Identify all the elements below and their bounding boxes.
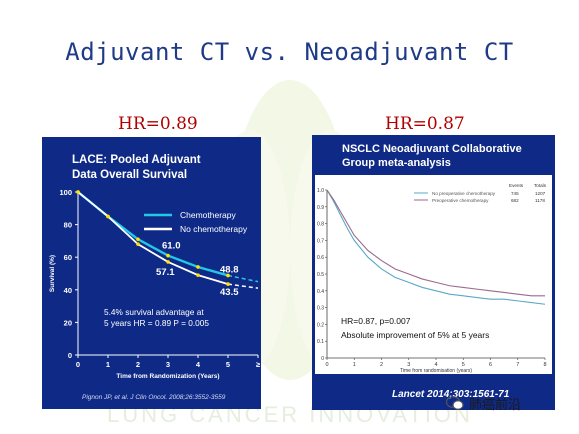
lace-y-tick-label: 80 xyxy=(64,221,72,230)
meta-y-tick-label: 0.1 xyxy=(317,339,324,345)
nsclc-chart-panel: NSCLC Neoadjuvant Collaborative Group me… xyxy=(312,135,555,410)
meta-plot-area xyxy=(315,175,552,374)
lace-series-line-1 xyxy=(77,191,229,285)
wechat-icon xyxy=(446,396,464,410)
legend-label-no-preop: No preoperative chemotherapy xyxy=(432,191,496,196)
wechat-account-badge: 肺癌前沿 xyxy=(446,394,521,413)
lace-y-tick-label: 0 xyxy=(68,351,72,360)
lace-y-tick-label: 100 xyxy=(59,188,72,197)
legend-label-preop: Preoperative chemotherapy xyxy=(432,198,489,203)
lace-data-labels: 61.0 57.1 48.8 43.5 xyxy=(156,241,239,299)
meta-citation: Lancet 2014;303:1561-71 xyxy=(392,389,510,400)
lace-citation: Pignon JP, et al. J Clin Oncol. 2008;26:… xyxy=(82,394,226,401)
meta-y-tick-label: 0 xyxy=(321,356,324,362)
meta-x-axis-title: Time from randomisation (years) xyxy=(400,368,472,374)
legend-events-no-preop: 745 xyxy=(511,191,519,196)
lace-data-label: 61.0 xyxy=(162,241,181,252)
lace-series-tail-0 xyxy=(227,274,259,283)
lace-data-point xyxy=(226,273,230,278)
lace-x-tick-label: 4 xyxy=(196,360,201,369)
lace-data-label: 57.1 xyxy=(156,267,175,278)
lace-series-tail-1 xyxy=(227,283,259,289)
meta-y-tick-label: 0.9 xyxy=(317,205,324,211)
meta-title-line1: NSCLC Neoadjuvant Collaborative xyxy=(342,143,522,155)
lace-y-axis-title: Survival (%) xyxy=(49,255,56,292)
meta-series-lines xyxy=(326,189,546,305)
meta-y-tick-label: 0.2 xyxy=(317,322,324,328)
meta-annotation-line1: HR=0.87, p=0.007 xyxy=(341,316,411,326)
meta-x-tick-label: 3 xyxy=(407,362,410,368)
meta-x-tick-label: 4 xyxy=(434,362,437,368)
meta-y-tick-label: 0.5 xyxy=(317,272,324,278)
legend-header-totals: Totals xyxy=(534,183,547,188)
nsclc-survival-chart: NSCLC Neoadjuvant Collaborative Group me… xyxy=(315,143,552,400)
legend-events-preop: 682 xyxy=(511,198,519,203)
lace-series-lines xyxy=(76,190,259,289)
lace-annotation-line1: 5.4% survival advantage at xyxy=(104,307,204,317)
lace-data-label: 43.5 xyxy=(220,287,239,298)
lace-data-point xyxy=(166,260,170,264)
lace-survival-chart: LACE: Pooled Adjuvant Data Overall Survi… xyxy=(49,154,260,401)
meta-x-tick-label: 0 xyxy=(325,362,328,368)
left-hr-label: HR=0.89 xyxy=(118,114,198,134)
lace-legend: Chemotherapy No chemotherapy xyxy=(144,210,248,234)
meta-x-tick-label: 2 xyxy=(380,362,383,368)
lace-title-line2: Data Overall Survival xyxy=(72,169,187,181)
meta-series-line-0 xyxy=(326,189,546,305)
legend-totals-preop: 1178 xyxy=(535,198,545,203)
meta-x-tick-label: 7 xyxy=(516,362,519,368)
lace-x-tick-label: 5 xyxy=(226,360,230,369)
lace-x-axis-title: Time from Randomization (Years) xyxy=(116,373,219,380)
wechat-account-name: 肺癌前沿 xyxy=(469,398,522,413)
lace-x-tick-label: ≥ xyxy=(256,360,260,369)
lace-annotation-line2: 5 years HR = 0.89 P = 0.005 xyxy=(104,318,209,328)
meta-title-line2: Group meta-analysis xyxy=(342,157,451,169)
lace-y-tick-label: 20 xyxy=(64,318,72,327)
meta-y-tick-label: 0.8 xyxy=(317,222,324,228)
lace-data-point xyxy=(76,190,80,194)
right-hr-label: HR=0.87 xyxy=(385,114,465,134)
meta-x-tick-label: 5 xyxy=(462,362,465,368)
lace-axes: 0 20 40 60 80 100 0 1 2 3 4 5 ≥ Time from Randomizati… xyxy=(49,188,260,380)
meta-y-tick-label: 0.3 xyxy=(317,306,324,312)
meta-axes: 0 0.1 0.2 0.3 0.4 0.5 0.6 0.7 0.8 0.9 1.0 0 1 2 3 4 5 6 7 8… xyxy=(317,188,546,374)
meta-y-tick-label: 0.7 xyxy=(317,238,324,244)
lace-title-line1: LACE: Pooled Adjuvant xyxy=(72,154,201,166)
meta-y-tick-label: 0.4 xyxy=(317,289,324,295)
meta-y-tick-label: 0.6 xyxy=(317,255,324,261)
lace-data-point xyxy=(196,265,200,269)
lace-data-point xyxy=(136,242,140,246)
meta-x-tick-label: 6 xyxy=(489,362,492,368)
lace-data-point xyxy=(106,214,110,219)
lace-x-tick-label: 3 xyxy=(166,360,170,369)
lace-x-tick-label: 1 xyxy=(106,360,110,369)
legend-label-chemotherapy: Chemotherapy xyxy=(180,210,237,220)
legend-header-events: Events xyxy=(509,183,524,188)
meta-x-tick-label: 1 xyxy=(353,362,356,368)
meta-y-tick-label: 1.0 xyxy=(317,188,324,194)
legend-label-no-chemotherapy: No chemotherapy xyxy=(180,224,248,234)
lace-data-point xyxy=(166,253,170,258)
lace-y-tick-label: 60 xyxy=(64,253,72,262)
slide-title: Adjuvant CT vs. Neoadjuvant CT xyxy=(65,38,514,66)
meta-series-line-1 xyxy=(326,189,545,297)
lace-y-tick-label: 40 xyxy=(64,286,72,295)
lace-x-tick-label: 0 xyxy=(76,360,80,369)
meta-annotation-line2: Absolute improvement of 5% at 5 years xyxy=(341,330,489,340)
meta-x-tick-label: 8 xyxy=(543,362,546,368)
lace-data-point xyxy=(136,237,140,242)
legend-totals-no-preop: 1207 xyxy=(535,191,546,196)
lace-x-tick-label: 2 xyxy=(136,360,140,369)
lace-chart-panel: LACE: Pooled Adjuvant Data Overall Survi… xyxy=(42,137,261,409)
meta-legend: Events Totals No preoperative chemothera… xyxy=(414,183,547,203)
lace-data-label: 48.8 xyxy=(220,264,239,275)
lace-data-point xyxy=(226,282,230,286)
lace-data-point xyxy=(196,273,200,277)
